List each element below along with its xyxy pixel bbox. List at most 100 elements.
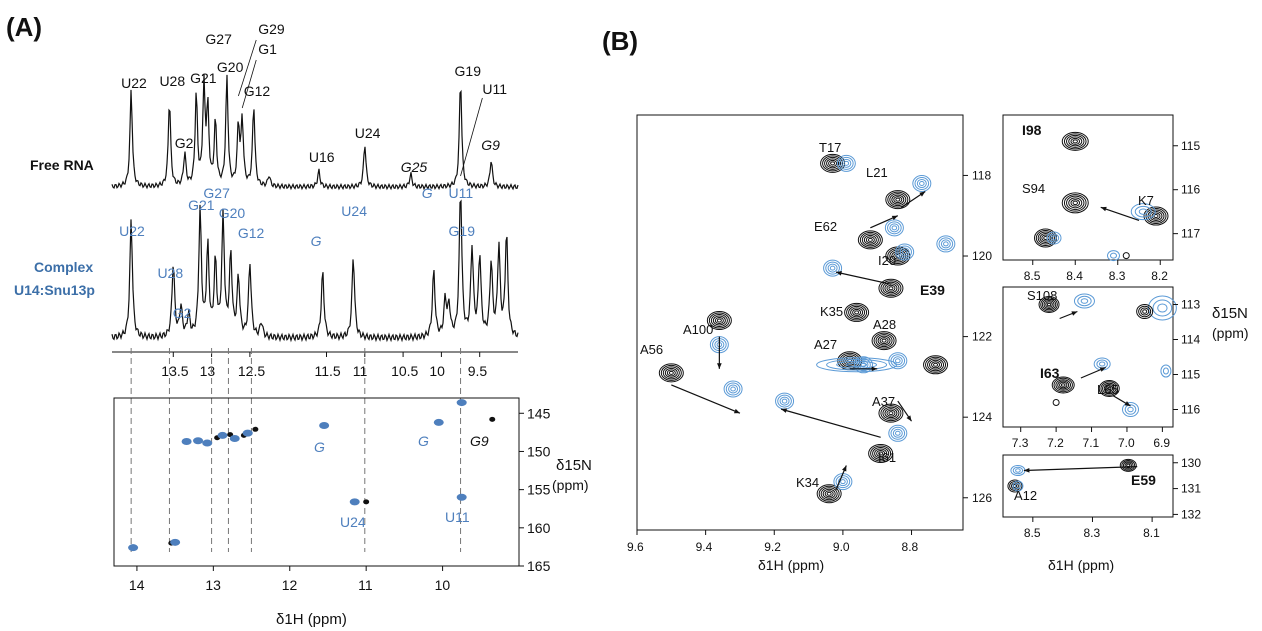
- inset1-frame: [1002, 114, 1174, 261]
- main-peak-free: [884, 408, 898, 419]
- ins3-residue-label: E59: [1131, 472, 1156, 488]
- hsqc-x-ticks: 14 13 12 11 10: [129, 566, 450, 593]
- inset1-x-ticks: 8.5 8.4 8.3 8.2: [1024, 260, 1168, 283]
- main-peak-free: [668, 370, 674, 375]
- main-peak-free: [878, 403, 904, 423]
- ins2-peak: [1142, 309, 1148, 314]
- free-rna-spectrum: [111, 74, 519, 191]
- inset2-y-ticks: 113 114 115 116: [1173, 298, 1200, 417]
- ins2-x-tick-label: 7.2: [1047, 436, 1064, 450]
- panel-b-inset-1: 8.5 8.4 8.3 8.2 115 116 117 I98 S94 K7: [1002, 114, 1200, 283]
- main-residue-label: I20: [878, 253, 896, 268]
- main-peak-free: [895, 197, 901, 202]
- main-peak-free: [816, 484, 842, 504]
- main-residue-label: E62: [814, 219, 837, 234]
- main-peak-complex: [781, 398, 788, 404]
- main-y-ticks: 118 120 122 124 126: [963, 168, 992, 505]
- inset3-frame: [1002, 454, 1174, 518]
- main-peak-free: [863, 234, 877, 245]
- ins1-peak: [1068, 197, 1083, 209]
- complex-peak-label: U22: [119, 223, 145, 239]
- main-residue-label: T17: [819, 140, 841, 155]
- main-peak-complex: [891, 225, 898, 231]
- ins3-residue-label: A12: [1014, 488, 1037, 503]
- hsqc-peak-complex: [319, 421, 330, 429]
- shift-arrowhead: [836, 271, 842, 276]
- main-peak-complex: [916, 178, 927, 188]
- ins2-peak: [1124, 404, 1137, 415]
- shift-arrowhead: [1100, 206, 1107, 212]
- ins1-peak: [1134, 205, 1152, 218]
- ins2-peak: [1055, 379, 1072, 391]
- hsqc-peak-complex: [193, 437, 204, 445]
- main-peak-free: [880, 405, 902, 422]
- correlation-dashed-lines: [130, 348, 462, 552]
- free-rna-label: Free RNA: [30, 157, 94, 173]
- ins1-peak: [1068, 136, 1083, 147]
- main-peak-free: [824, 156, 842, 170]
- ins2-peak: [1105, 385, 1114, 392]
- hsqc-peak-free: [252, 426, 259, 432]
- main-peak-free: [867, 237, 873, 242]
- complex-peak-label: G: [311, 233, 322, 249]
- main-peak-free: [893, 196, 903, 204]
- main-peak-complex: [827, 263, 838, 273]
- main-peak-complex: [825, 261, 840, 275]
- hsqc-anno-g1: G: [314, 439, 325, 455]
- label-leader: [238, 39, 257, 97]
- main-y-tick-label: 118: [972, 168, 991, 182]
- hsqc-peak-complex: [128, 544, 139, 552]
- ins1-peak: [1143, 206, 1169, 226]
- main-peak-free: [888, 286, 894, 291]
- main-residue-label: L21: [866, 165, 888, 180]
- hsqc-peak-complex: [433, 418, 444, 426]
- hsqc-peak-complex: [349, 498, 360, 506]
- hsqc-y-ticks: 145 150 155 160 165: [519, 405, 551, 574]
- hsqc-x-tick-label: 13: [205, 577, 221, 593]
- main-peak-free: [820, 487, 838, 501]
- main-peak-free: [875, 334, 893, 348]
- main-peak-free: [885, 190, 911, 210]
- complex-peak-label: U28: [157, 265, 183, 281]
- main-peak-free: [878, 278, 904, 298]
- main-peak-complex: [895, 358, 901, 364]
- ins2-y-tick-label: 113: [1181, 298, 1200, 312]
- inset1-peaks: [1034, 131, 1169, 262]
- ins2-peak: [1080, 298, 1089, 304]
- main-peak-complex: [943, 241, 949, 247]
- main-peak-complex: [777, 394, 792, 408]
- free-peak-label: G25: [401, 159, 428, 175]
- ins2-y-tick-label: 116: [1181, 403, 1200, 417]
- main-peak-complex: [897, 245, 912, 259]
- main-frame: [636, 114, 964, 531]
- main-peak-free: [850, 307, 864, 318]
- main-peak-complex: [823, 259, 843, 277]
- label-leader: [241, 59, 257, 109]
- shift-arrowhead: [891, 215, 898, 221]
- ins1-peak: [1039, 233, 1052, 244]
- ins1-peak: [1070, 137, 1081, 145]
- hsqc-y-tick-label: 150: [527, 443, 551, 459]
- main-peak-free: [710, 313, 728, 327]
- ins2-peak: [1077, 295, 1092, 307]
- ins3-y-tick-label: 131: [1181, 482, 1201, 496]
- ins2-x-tick-label: 7.1: [1083, 436, 1100, 450]
- ins3-x-tick-label: 8.3: [1083, 526, 1100, 540]
- ins2-peak: [1043, 300, 1055, 309]
- spectrum-tick-label: 9.5: [468, 363, 488, 379]
- ins2-residue-label: L65: [1097, 382, 1119, 397]
- main-peak-free: [822, 155, 844, 172]
- main-x-tick-label: 9.2: [764, 540, 781, 554]
- ins2-peak: [1102, 382, 1117, 395]
- ins1-peak: [1072, 200, 1078, 206]
- main-peak-complex: [725, 382, 741, 396]
- hsqc-peak-complex: [181, 438, 192, 446]
- ins1-peak: [1035, 230, 1056, 247]
- ins2-y-tick-label: 114: [1181, 333, 1200, 347]
- complex-label-1: Complex: [34, 259, 93, 275]
- free-peak-label: G20: [217, 59, 244, 75]
- spectrum-ticks: 13.5 13 12.5 11.5 11 10.5 10 9.5: [161, 352, 487, 379]
- ins1-peak: [1061, 192, 1089, 214]
- free-peak-label: U24: [355, 125, 381, 141]
